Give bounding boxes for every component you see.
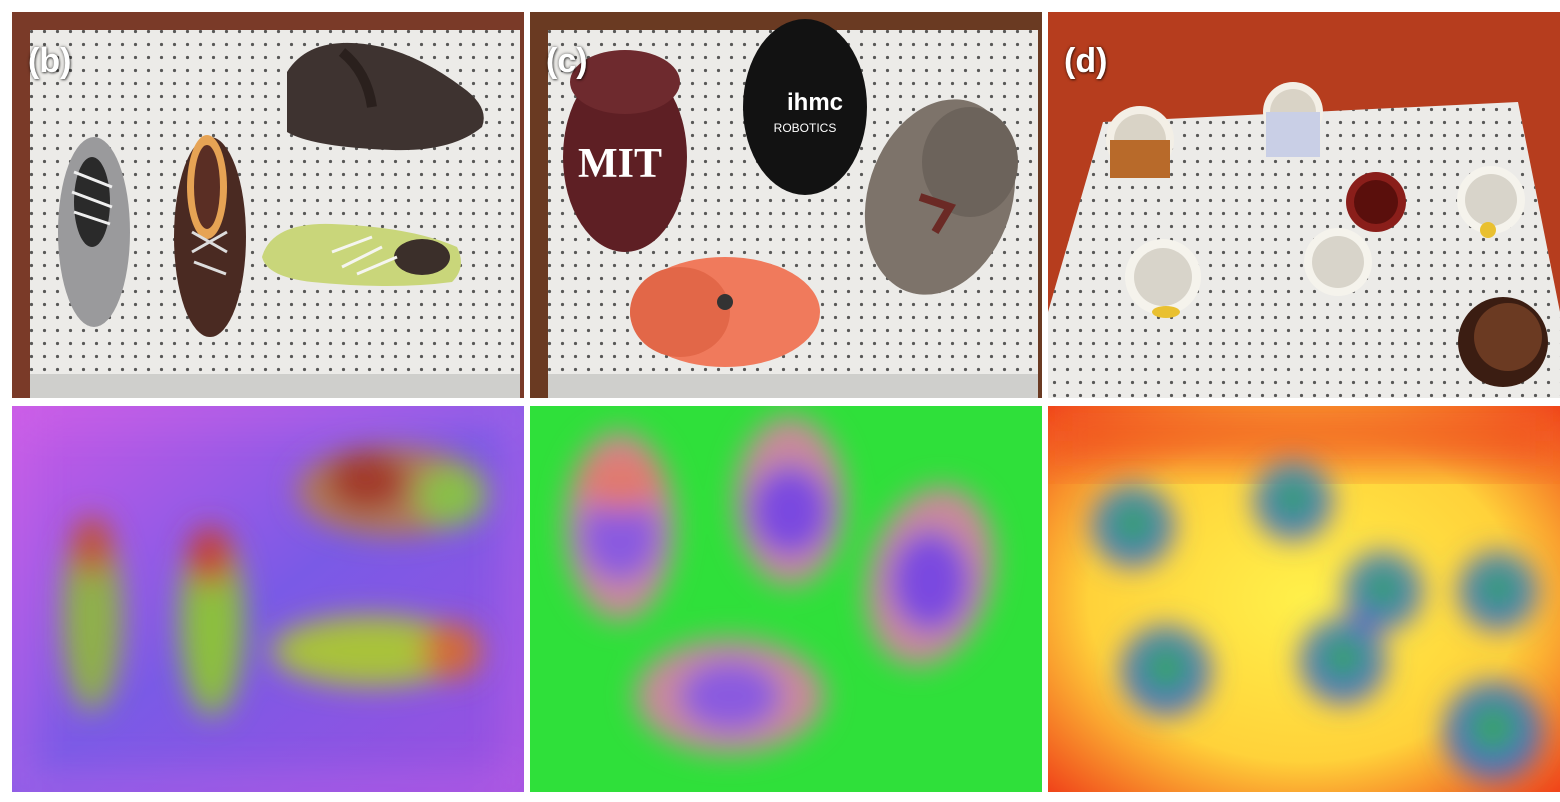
- cap-text-mit: MIT: [578, 141, 662, 187]
- panel-label-b: (b): [28, 42, 72, 80]
- feature-map-c: [530, 406, 1042, 792]
- feature-map-caps: [530, 406, 1042, 792]
- photo-panel-mugs: (d): [1048, 12, 1560, 398]
- black-ihmc-cap: [743, 19, 867, 195]
- brown-sneaker: [174, 135, 246, 337]
- grey-sneaker: [58, 137, 130, 327]
- cap-text-ihmc: ihmc: [787, 89, 843, 116]
- mug-3-red: [1346, 172, 1406, 232]
- mug-7-dark: [1458, 297, 1548, 387]
- panel-label-c: (c): [546, 42, 588, 80]
- dark-boot: [287, 42, 484, 151]
- mug-2: [1263, 82, 1323, 157]
- feature-map-b: [12, 406, 524, 792]
- panel-label-d: (d): [1064, 42, 1108, 80]
- grey-cap: [864, 99, 1018, 295]
- mug-4: [1457, 166, 1525, 238]
- photo-panel-shoes: (b): [12, 12, 524, 398]
- coral-cap: [630, 257, 820, 367]
- mugs-photo: [1048, 12, 1560, 398]
- feature-map-mugs: [1048, 406, 1560, 792]
- photo-panel-caps: MIT ihmc ROBOTICS (c): [530, 12, 1042, 398]
- cap-text-robotics: ROBOTICS: [774, 121, 837, 135]
- mug-5: [1125, 239, 1201, 318]
- shoes-photo: [12, 12, 524, 398]
- maroon-mit-cap: [563, 50, 687, 252]
- feature-map-d: [1048, 406, 1560, 792]
- mug-6: [1304, 228, 1372, 296]
- caps-photo: MIT ihmc ROBOTICS: [530, 12, 1042, 398]
- lime-sneaker: [262, 223, 461, 286]
- feature-map-shoes: [12, 406, 524, 792]
- mug-1: [1106, 106, 1174, 178]
